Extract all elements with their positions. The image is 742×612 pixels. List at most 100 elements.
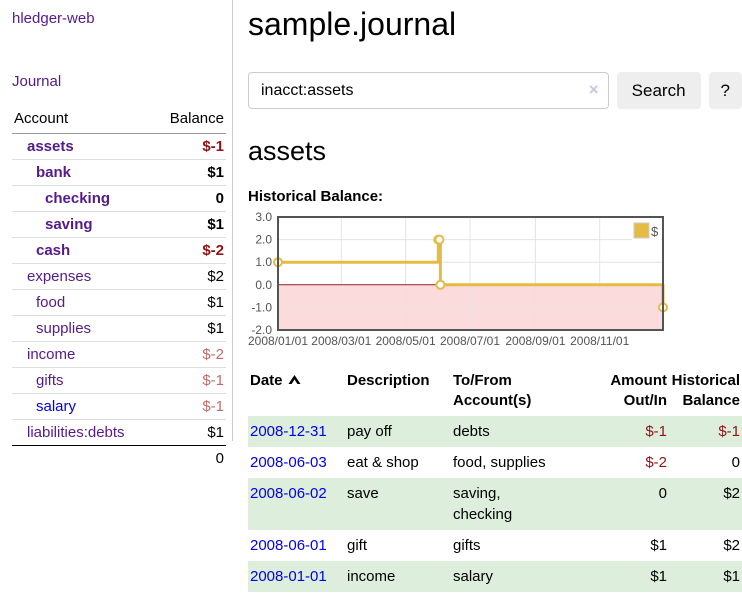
svg-text:2008/01/01: 2008/01/01: [248, 334, 308, 348]
svg-text:2.0: 2.0: [255, 233, 272, 247]
register-date-cell: 2008-06-01: [248, 530, 345, 561]
sidebar-account-link-bank[interactable]: bank: [36, 164, 72, 181]
register-date-link[interactable]: 2008-12-31: [250, 422, 327, 440]
register-col-accounts: To/From Account(s): [453, 372, 532, 410]
account-name-cell: liabilities:debts: [12, 419, 154, 446]
register-col-date[interactable]: Date: [248, 367, 345, 416]
account-name-cell: checking: [12, 185, 154, 212]
register-accounts: gifts: [453, 536, 481, 554]
register-date-link[interactable]: 2008-06-01: [250, 536, 327, 554]
account-row: assets $-1: [12, 133, 226, 160]
register-accounts: food, supplies: [453, 453, 546, 471]
account-balance: $2: [153, 263, 226, 290]
account-balance: 0: [153, 185, 226, 212]
register-date-link[interactable]: 2008-06-02: [250, 484, 327, 502]
register-balance: $-1: [718, 422, 740, 440]
account-name-cell: income: [12, 341, 154, 368]
chart-heading: Historical Balance:: [248, 188, 384, 205]
account-row: salary $-1: [12, 393, 226, 420]
register-accounts: salary: [453, 567, 494, 585]
register-date-link[interactable]: 2008-01-01: [250, 567, 327, 585]
account-name-cell: salary: [12, 393, 154, 420]
register-header-row: Date Description To/From Account(s) Amount Ou…: [248, 367, 742, 416]
register-amount: 0: [658, 484, 667, 502]
register-table: Date Description To/From Account(s) Amount Ou…: [248, 367, 742, 592]
nav-journal-link[interactable]: Journal: [12, 73, 62, 90]
account-row: liabilities:debts $1: [12, 419, 226, 446]
sidebar-account-link-expenses[interactable]: expenses: [27, 268, 92, 285]
register-date-cell: 2008-01-01: [248, 561, 345, 592]
register-date-link[interactable]: 2008-06-03: [250, 453, 327, 471]
account-name-cell: bank: [12, 159, 154, 186]
svg-text:1.0: 1.0: [255, 255, 272, 269]
register-description: save: [347, 484, 379, 502]
account-name-cell: food: [12, 289, 154, 316]
svg-text:2008/05/01: 2008/05/01: [376, 334, 436, 348]
main-content: sample.journal × Search ? assets Histori…: [248, 6, 742, 612]
accounts-col-account: Account: [12, 106, 154, 134]
account-row: bank $1: [12, 159, 226, 186]
account-balance: $-2: [153, 341, 226, 368]
search-button[interactable]: Search: [616, 72, 701, 109]
account-row: checking 0: [12, 185, 226, 212]
account-name-cell: saving: [12, 211, 154, 238]
accounts-total-row: 0: [12, 446, 226, 472]
register-amount: $-1: [645, 422, 667, 440]
svg-text:-1.0: -1.0: [251, 300, 272, 314]
sidebar-account-link-supplies[interactable]: supplies: [36, 320, 92, 337]
sidebar-account-link-assets[interactable]: assets: [27, 138, 74, 155]
svg-text:2008/07/01: 2008/07/01: [440, 334, 500, 348]
account-balance: $1: [153, 315, 226, 342]
sidebar-account-link-cash[interactable]: cash: [36, 242, 71, 259]
sort-asc-icon: [288, 375, 301, 384]
register-description: eat & shop: [347, 453, 419, 471]
sidebar-account-link-saving[interactable]: saving: [45, 216, 93, 233]
register-amount: $-2: [645, 453, 667, 471]
account-name-cell: gifts: [12, 367, 154, 394]
svg-text:2008/09/01: 2008/09/01: [505, 334, 565, 348]
register-row: 2008-06-02 save saving, checking 0 $2: [248, 477, 742, 530]
register-row: 2008-12-31 pay off debts $-1 $-1: [248, 415, 742, 447]
account-balance: $-1: [153, 393, 226, 420]
register-date-cell: 2008-06-02: [248, 478, 345, 530]
search-input[interactable]: [248, 72, 609, 109]
chart-container: $3.0 2.0 1.0 0.0 -1.0 -2.0 2008/01/01 2008/03/0…: [248, 210, 742, 349]
account-balance: $1: [153, 159, 226, 186]
register-col-description: Description: [347, 372, 430, 389]
sidebar-account-link-liabilities-debts[interactable]: liabilities:debts: [27, 424, 125, 441]
svg-text:0.0: 0.0: [255, 278, 272, 292]
sidebar-account-link-salary[interactable]: salary: [36, 398, 77, 415]
account-balance: $-1: [153, 133, 226, 160]
brand-link[interactable]: hledger-web: [12, 10, 95, 27]
register-balance: $2: [723, 536, 740, 554]
register-balance: 0: [731, 453, 740, 471]
register-accounts: saving, checking: [453, 484, 513, 523]
sidebar-account-link-income[interactable]: income: [27, 346, 76, 363]
register-col-balance: Historical Balance: [671, 372, 740, 410]
register-balance: $1: [723, 567, 740, 585]
search-input-wrap: ×: [248, 72, 609, 109]
svg-text:2008/03/01: 2008/03/01: [311, 334, 371, 348]
help-button[interactable]: ?: [708, 72, 742, 109]
account-balance: $-2: [153, 237, 226, 264]
register-accounts: debts: [453, 422, 490, 440]
account-balance: $1: [153, 211, 226, 238]
register-col-amount: Amount Out/In: [610, 372, 667, 410]
sidebar-account-link-checking[interactable]: checking: [45, 190, 111, 207]
svg-text:2008/11/01: 2008/11/01: [570, 334, 629, 348]
sidebar-account-link-gifts[interactable]: gifts: [36, 372, 64, 389]
account-name-cell: cash: [12, 237, 154, 264]
register-row: 2008-06-01 gift gifts $1 $2: [248, 530, 742, 561]
account-name-cell: assets: [12, 133, 154, 160]
accounts-total-value: 0: [215, 450, 224, 467]
register-amount: $1: [650, 536, 667, 554]
accounts-table: Account Balance assets $-1 bank $1 checking 0…: [12, 106, 226, 471]
register-description: pay off: [347, 422, 392, 440]
clear-search-icon[interactable]: ×: [588, 80, 599, 99]
account-balance: $1: [153, 289, 226, 316]
account-balance: $-1: [153, 367, 226, 394]
register-row: 2008-06-03 eat & shop food, supplies $-2 0: [248, 447, 742, 478]
account-row: saving $1: [12, 211, 226, 238]
sidebar-account-link-food[interactable]: food: [36, 294, 66, 311]
